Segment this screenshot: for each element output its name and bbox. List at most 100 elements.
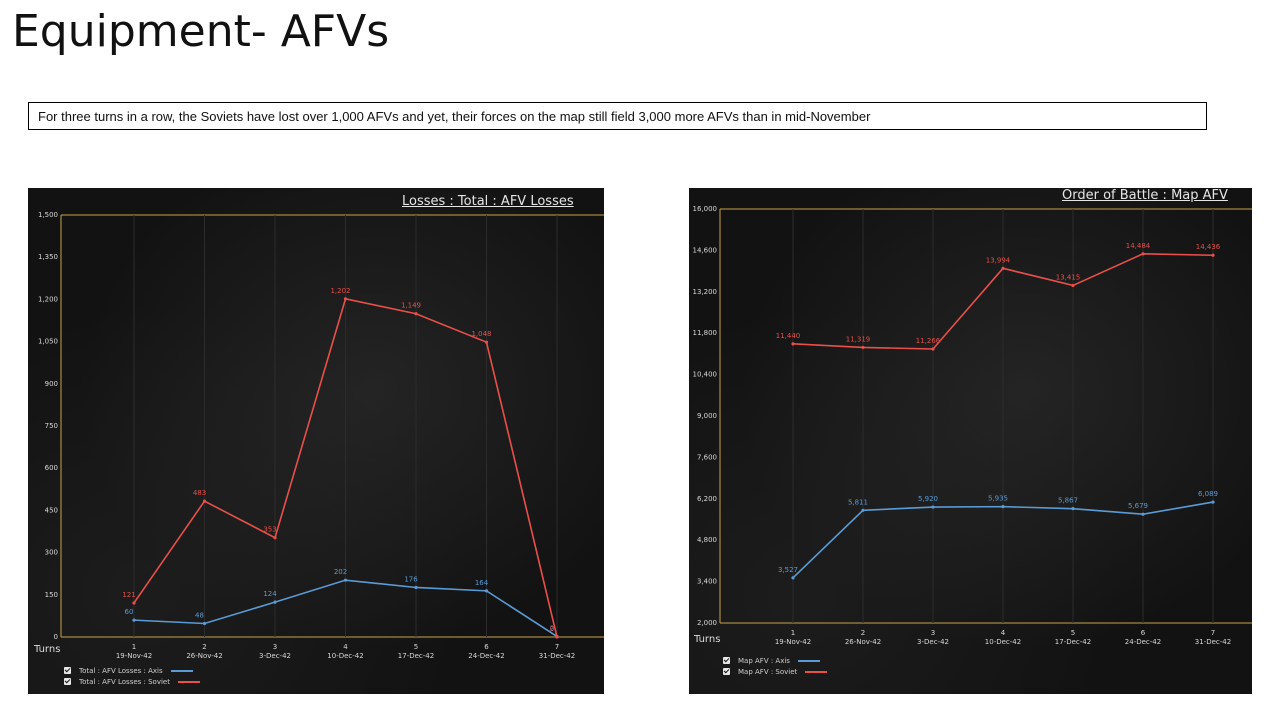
checkbox-icon[interactable] — [64, 678, 71, 685]
x-tick-date: 24-Dec-42 — [1125, 638, 1161, 646]
x-tick-date: 19-Nov-42 — [116, 652, 152, 660]
data-label: 11,319 — [846, 335, 871, 343]
y-tick-label: 4,800 — [697, 536, 717, 544]
checkbox-icon[interactable] — [723, 657, 730, 664]
losses-chart-xlabel: Turns — [34, 644, 61, 655]
data-point — [1141, 252, 1145, 256]
legend-item-soviet[interactable]: Total : AFV Losses : Soviet — [64, 676, 200, 687]
data-label: 3,527 — [778, 566, 798, 574]
data-label: 5,679 — [1128, 502, 1148, 510]
data-point — [414, 312, 418, 316]
data-point — [1001, 266, 1005, 270]
y-tick-label: 750 — [45, 422, 58, 430]
map-afv-chart-xlabel: Turns — [694, 634, 721, 645]
data-point — [1071, 283, 1075, 288]
legend-item-axis[interactable]: Map AFV : Axis — [723, 655, 827, 666]
data-point — [1001, 505, 1005, 509]
legend-swatch — [805, 670, 828, 673]
data-point — [1071, 507, 1075, 511]
data-label: 6,089 — [1198, 490, 1218, 498]
x-tick-turn: 7 — [1211, 629, 1215, 637]
data-point — [132, 601, 136, 605]
x-tick-turn: 6 — [1141, 629, 1146, 637]
y-tick-label: 3,400 — [697, 578, 717, 586]
x-tick-date: 24-Dec-42 — [468, 652, 504, 660]
map-afv-chart-legend: Map AFV : Axis Map AFV : Soviet — [723, 655, 828, 677]
legend-swatch — [797, 659, 820, 662]
losses-chart-legend: Total : AFV Losses : Axis Total : AFV Lo… — [64, 665, 200, 687]
losses-chart-title: Losses : Total : AFV Losses — [402, 194, 574, 209]
x-tick-date: 26-Nov-42 — [186, 652, 222, 660]
data-label: 124 — [263, 590, 277, 598]
checkbox-icon[interactable] — [723, 668, 730, 675]
y-tick-label: 14,600 — [693, 246, 718, 254]
y-tick-label: 900 — [45, 380, 58, 388]
data-point — [1211, 500, 1215, 504]
data-point — [791, 342, 795, 346]
y-tick-label: 1,350 — [38, 253, 58, 261]
x-tick-turn: 3 — [931, 629, 935, 637]
data-label: 164 — [475, 579, 489, 587]
legend-swatch — [170, 669, 193, 672]
data-label: 11,440 — [776, 332, 801, 340]
y-tick-label: 2,000 — [697, 619, 717, 627]
y-tick-label: 450 — [45, 506, 58, 514]
note-box: For three turns in a row, the Soviets ha… — [28, 102, 1207, 130]
data-point — [931, 347, 935, 351]
x-tick-date: 26-Nov-42 — [845, 638, 881, 646]
y-tick-label: 1,500 — [38, 211, 58, 219]
data-point — [273, 600, 277, 604]
data-point — [132, 618, 136, 622]
x-tick-date: 31-Dec-42 — [539, 652, 575, 660]
x-tick-turn: 5 — [414, 643, 418, 651]
map-afv-chart-svg: 2,000 3,400 4,800 6,200 7,600 9,000 10,400 11,8… — [693, 205, 1252, 646]
y-tick-label: 1,050 — [38, 338, 58, 346]
legend-item-soviet[interactable]: Map AFV : Soviet — [723, 666, 828, 677]
data-label: 48 — [195, 611, 204, 619]
data-point — [484, 340, 489, 344]
y-tick-label: 16,000 — [693, 205, 718, 213]
map-afv-chart-panel: 2,000 3,400 4,800 6,200 7,600 9,000 10,400 11,8… — [689, 188, 1252, 694]
y-tick-label: 150 — [45, 591, 58, 599]
x-tick-turn: 4 — [343, 643, 348, 651]
y-tick-label: 7,600 — [697, 453, 717, 461]
losses-chart-svg: 01503004506007509001,0501,2001,3501,5001… — [38, 211, 604, 660]
data-point — [791, 576, 795, 580]
data-point — [202, 621, 207, 626]
y-tick-label: 600 — [45, 464, 58, 472]
x-tick-turn: 6 — [484, 643, 489, 651]
data-point — [555, 635, 559, 639]
x-tick-turn: 5 — [1071, 629, 1075, 637]
legend-item-axis[interactable]: Total : AFV Losses : Axis — [64, 665, 200, 676]
x-tick-date: 17-Dec-42 — [398, 652, 434, 660]
legend-label: Map AFV : Axis — [738, 656, 790, 665]
x-tick-turn: 1 — [132, 643, 136, 651]
x-tick-turn: 2 — [202, 643, 206, 651]
data-point — [931, 505, 935, 509]
data-label: 1,202 — [330, 287, 350, 295]
data-point — [861, 508, 865, 512]
data-label: 14,436 — [1196, 243, 1221, 251]
data-label: 5,920 — [918, 495, 938, 503]
x-tick-date: 10-Dec-42 — [985, 638, 1021, 646]
y-tick-label: 0 — [54, 633, 58, 641]
losses-chart-panel: 0 150 300 450 600 750 900 1,050 1,200 1,350 1,500 1… — [28, 188, 604, 694]
data-label: 202 — [334, 568, 347, 576]
data-label: 2 — [550, 624, 554, 632]
data-point — [273, 536, 277, 540]
data-label: 13,994 — [986, 256, 1011, 264]
x-tick-turn: 4 — [1001, 629, 1006, 637]
legend-label: Map AFV : Soviet — [738, 667, 798, 676]
y-tick-label: 6,200 — [697, 495, 717, 503]
x-tick-turn: 1 — [791, 629, 795, 637]
data-point — [861, 345, 865, 350]
data-label: 1,149 — [401, 302, 421, 310]
x-tick-date: 19-Nov-42 — [775, 638, 811, 646]
y-tick-label: 10,400 — [693, 371, 718, 379]
data-point — [414, 585, 418, 590]
x-tick-turn: 2 — [861, 629, 865, 637]
data-label: 353 — [263, 526, 276, 534]
checkbox-icon[interactable] — [64, 667, 71, 674]
data-point — [343, 297, 348, 301]
data-label: 60 — [125, 608, 134, 616]
